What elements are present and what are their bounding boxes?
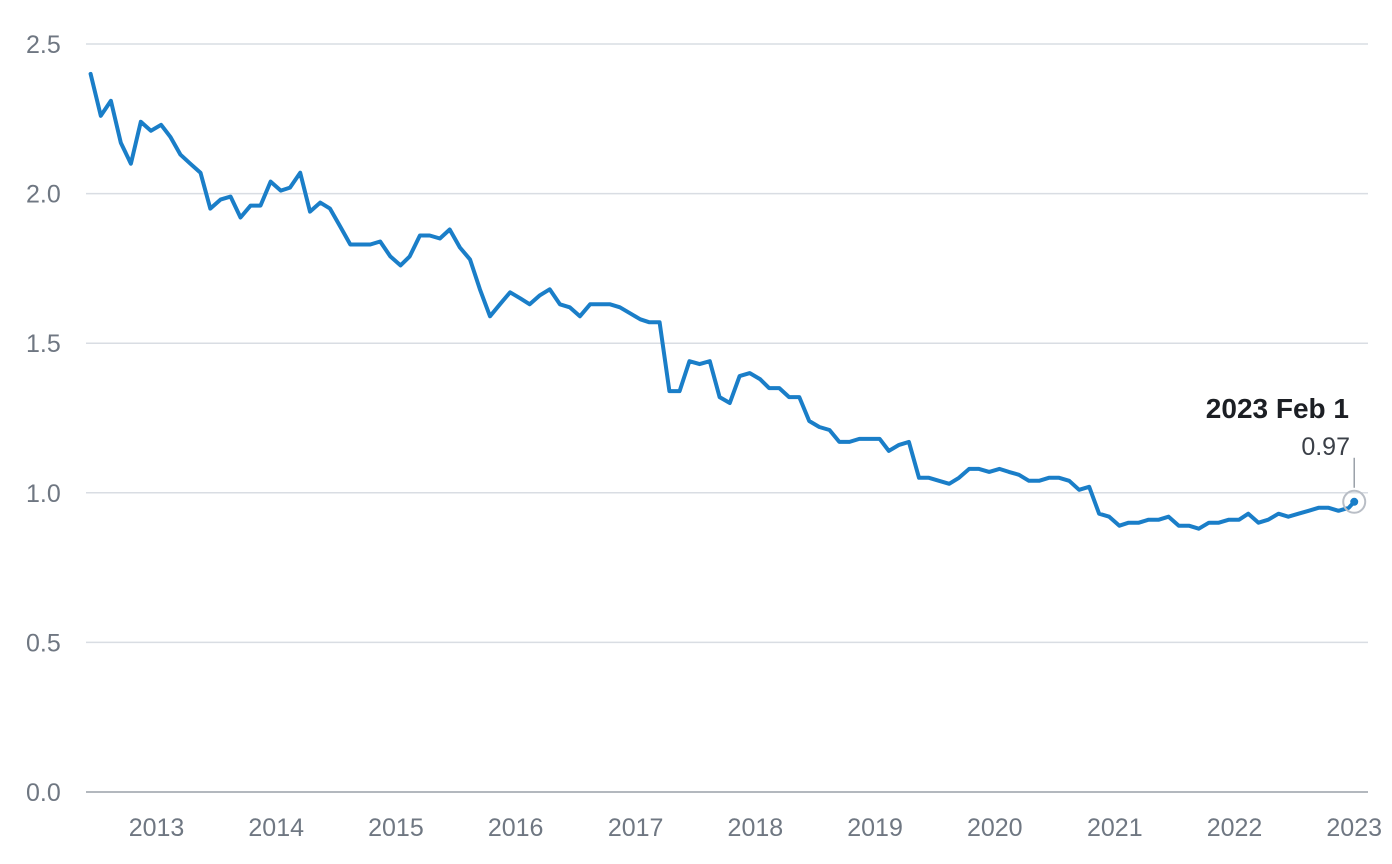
x-tick-label: 2018: [728, 814, 784, 842]
callout-value: 0.97: [1301, 433, 1350, 461]
x-tick-label: 2016: [488, 814, 544, 842]
y-tick-label: 1.5: [26, 330, 61, 358]
gridlines: [86, 43, 1368, 793]
latest-point-marker: [1350, 497, 1359, 506]
x-tick-label: 2015: [368, 814, 424, 842]
x-axis-ticks: 2013 2014 2015 2016 2017 2018 2019 2020 2021 2022…: [129, 814, 1382, 842]
x-tick-label: 2014: [248, 814, 304, 842]
series-line: [88, 71, 1357, 531]
x-tick-label: 2021: [1087, 814, 1143, 842]
y-tick-label: 2.0: [26, 181, 61, 209]
y-tick-label: 2.5: [26, 31, 61, 59]
x-tick-label: 2017: [608, 814, 664, 842]
y-tick-label: 1.0: [26, 480, 61, 508]
x-tick-label: 2022: [1207, 814, 1263, 842]
y-tick-label: 0.0: [26, 779, 61, 807]
y-tick-label: 0.5: [26, 629, 61, 657]
x-tick-label: 2020: [967, 814, 1023, 842]
x-tick-label: 2019: [847, 814, 903, 842]
x-tick-label: 2013: [129, 814, 185, 842]
x-tick-label: 2023: [1326, 814, 1382, 842]
callout-date: 2023 Feb 1: [1206, 393, 1349, 424]
series-layer: [88, 71, 1357, 531]
y-axis-ticks: 0.0 0.5 1.0 1.5 2.0 2.5: [26, 31, 61, 807]
latest-point-ring: [1342, 489, 1367, 514]
latest-value-callout: 2023 Feb 1 0.97: [1206, 393, 1367, 514]
